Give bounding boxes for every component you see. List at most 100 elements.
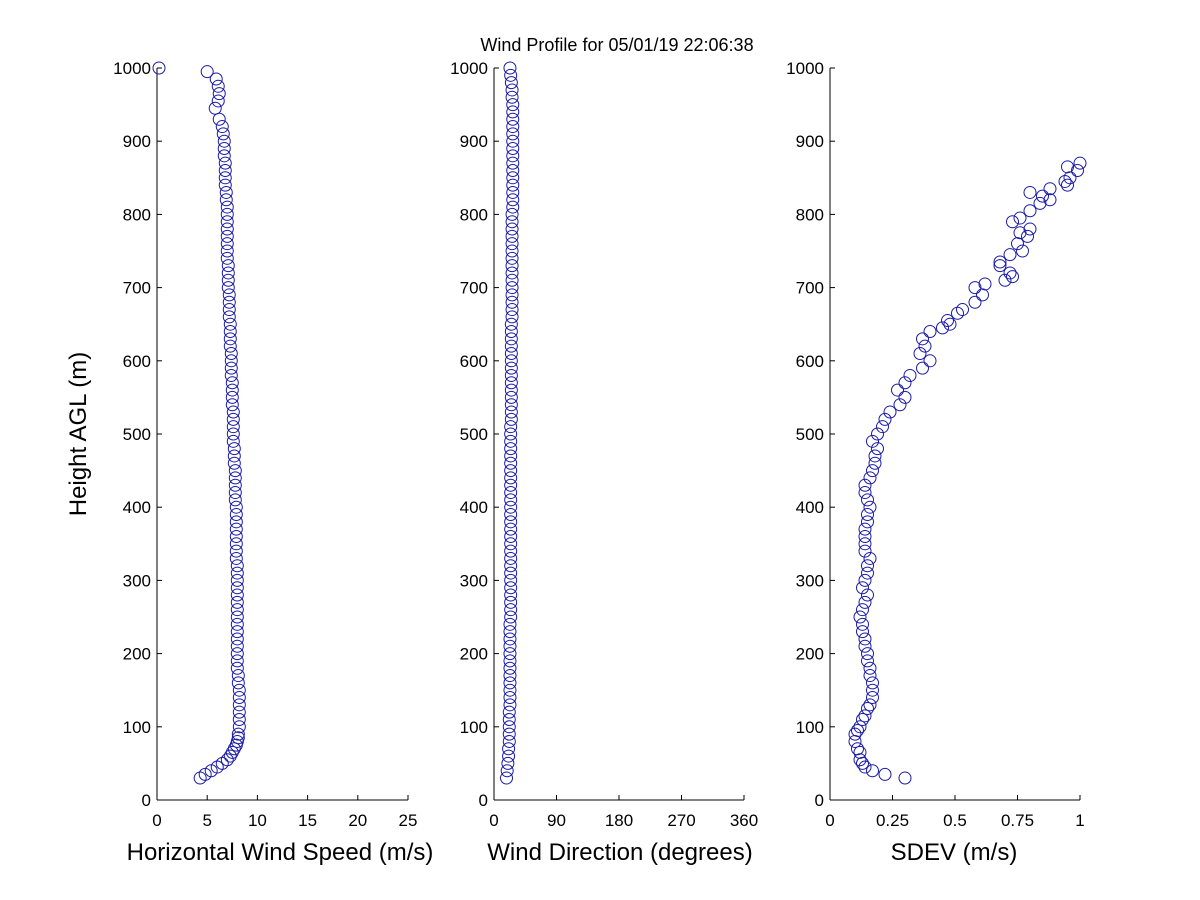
x-tick-label: 0.25 <box>876 811 909 830</box>
data-point <box>1013 226 1027 240</box>
data-point <box>506 193 520 207</box>
data-point <box>504 566 518 580</box>
data-point <box>858 760 872 774</box>
data-point <box>504 427 518 441</box>
data-point <box>505 251 519 265</box>
data-point <box>1023 222 1037 236</box>
data-point <box>504 405 518 419</box>
data-point <box>866 764 879 778</box>
data-point <box>232 691 246 705</box>
data-point <box>878 412 892 426</box>
data-point <box>858 522 872 536</box>
data-point <box>211 94 225 108</box>
x-tick-label: 0.75 <box>1001 811 1034 830</box>
data-point <box>504 478 518 492</box>
data-point <box>505 266 519 280</box>
y-tick-label: 200 <box>460 645 488 664</box>
data-point <box>505 229 519 243</box>
data-point <box>503 661 517 675</box>
data-point <box>506 142 520 156</box>
data-point <box>863 661 877 675</box>
data-point <box>504 486 518 500</box>
data-point <box>232 683 246 697</box>
data-point <box>229 537 243 551</box>
y-tick-label: 700 <box>460 279 488 298</box>
data-point <box>232 698 246 712</box>
data-point <box>866 676 879 690</box>
data-point <box>861 559 874 573</box>
data-point <box>1006 270 1019 284</box>
data-point <box>868 456 882 470</box>
data-point <box>218 156 232 170</box>
x-tick-label: 360 <box>730 811 758 830</box>
data-point <box>976 288 989 302</box>
data-point <box>968 295 982 309</box>
data-point <box>943 317 957 331</box>
data-point <box>219 193 233 207</box>
data-point <box>504 529 518 543</box>
x-tick-label: 0 <box>152 811 161 830</box>
data-point <box>1071 163 1084 177</box>
y-tick-label: 700 <box>796 279 824 298</box>
y-tick-label: 600 <box>796 352 824 371</box>
data-point <box>229 508 243 522</box>
sdev-panel: 0 100 200 300 400 500 600 700 800 900 1000 0 0.25 0.5… <box>786 59 1087 830</box>
data-point <box>225 376 239 390</box>
data-point <box>861 566 874 580</box>
data-point <box>506 98 520 112</box>
data-point <box>858 486 872 500</box>
data-point <box>1036 189 1049 203</box>
data-point <box>230 573 244 587</box>
data-point <box>506 134 520 148</box>
data-point <box>221 259 235 273</box>
data-point <box>226 412 240 426</box>
data-point <box>504 339 518 353</box>
data-point <box>222 295 236 309</box>
data-point <box>226 427 240 441</box>
data-point <box>503 617 517 631</box>
data-point <box>215 120 229 134</box>
data-point <box>504 588 518 602</box>
data-point <box>858 537 872 551</box>
data-point <box>505 288 519 302</box>
data-point <box>220 207 234 221</box>
data-point <box>220 753 234 767</box>
data-point <box>1013 211 1027 225</box>
data-point <box>227 442 241 456</box>
data-point <box>856 617 869 631</box>
wind-speed-panel: 0 100 200 300 400 500 600 700 800 900 1000 0 5 10 15 20… <box>113 59 417 830</box>
data-point <box>220 237 234 251</box>
data-point <box>222 310 236 324</box>
data-point <box>229 544 243 558</box>
data-point <box>230 617 244 631</box>
data-point <box>871 427 884 441</box>
y-tick-label: 600 <box>123 352 151 371</box>
data-point <box>504 610 518 624</box>
data-point <box>225 745 239 759</box>
data-point <box>898 771 912 785</box>
data-point <box>1061 160 1074 174</box>
data-point <box>856 603 869 617</box>
x-tick-label: 15 <box>298 811 317 830</box>
data-point <box>505 259 519 273</box>
y-tick-label: 800 <box>796 205 824 224</box>
data-point <box>230 566 244 580</box>
data-point <box>956 303 969 317</box>
data-point <box>209 72 223 86</box>
data-point <box>1033 196 1047 210</box>
data-point <box>223 325 237 339</box>
data-point <box>503 625 517 639</box>
data-point <box>503 691 517 705</box>
data-point <box>861 647 874 661</box>
data-point <box>848 727 862 741</box>
data-point <box>504 398 518 412</box>
data-point <box>978 277 992 291</box>
data-point <box>505 215 519 229</box>
data-point <box>230 639 244 653</box>
data-point <box>504 317 518 331</box>
y-tick-label: 300 <box>123 571 151 590</box>
data-point <box>1003 248 1017 262</box>
data-point <box>866 464 879 478</box>
y-tick-label: 600 <box>460 352 488 371</box>
data-point <box>230 647 244 661</box>
